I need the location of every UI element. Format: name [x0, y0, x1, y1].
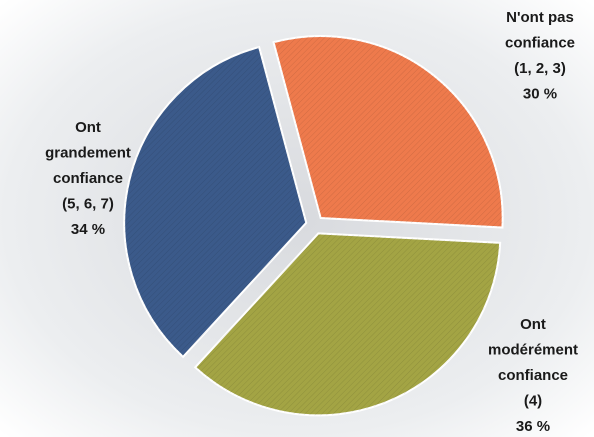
pie — [123, 35, 504, 417]
slice-label: confiance — [498, 367, 568, 384]
slice-texture — [195, 233, 501, 416]
slice-texture — [124, 47, 307, 357]
slice-label: confiance — [53, 170, 123, 187]
slice-label: confiance — [505, 34, 575, 51]
slice-label: (5, 6, 7) — [62, 195, 114, 212]
labels: N'ont pas confiance (1, 2, 3) 30 % Ont modéré… — [45, 9, 578, 435]
slice-label: (4) — [524, 392, 542, 409]
slice-label: N'ont pas — [506, 9, 574, 26]
slice-label: Ont — [520, 316, 546, 333]
slice-label: grandement — [45, 144, 131, 161]
slice-label: (1, 2, 3) — [514, 60, 566, 77]
value-label: 34 % — [71, 221, 105, 238]
slice-label: Ont — [75, 119, 101, 136]
slice-texture — [273, 36, 503, 228]
value-label: 36 % — [516, 418, 550, 435]
slice-label: modérément — [488, 341, 578, 358]
value-label: 30 % — [523, 85, 557, 102]
